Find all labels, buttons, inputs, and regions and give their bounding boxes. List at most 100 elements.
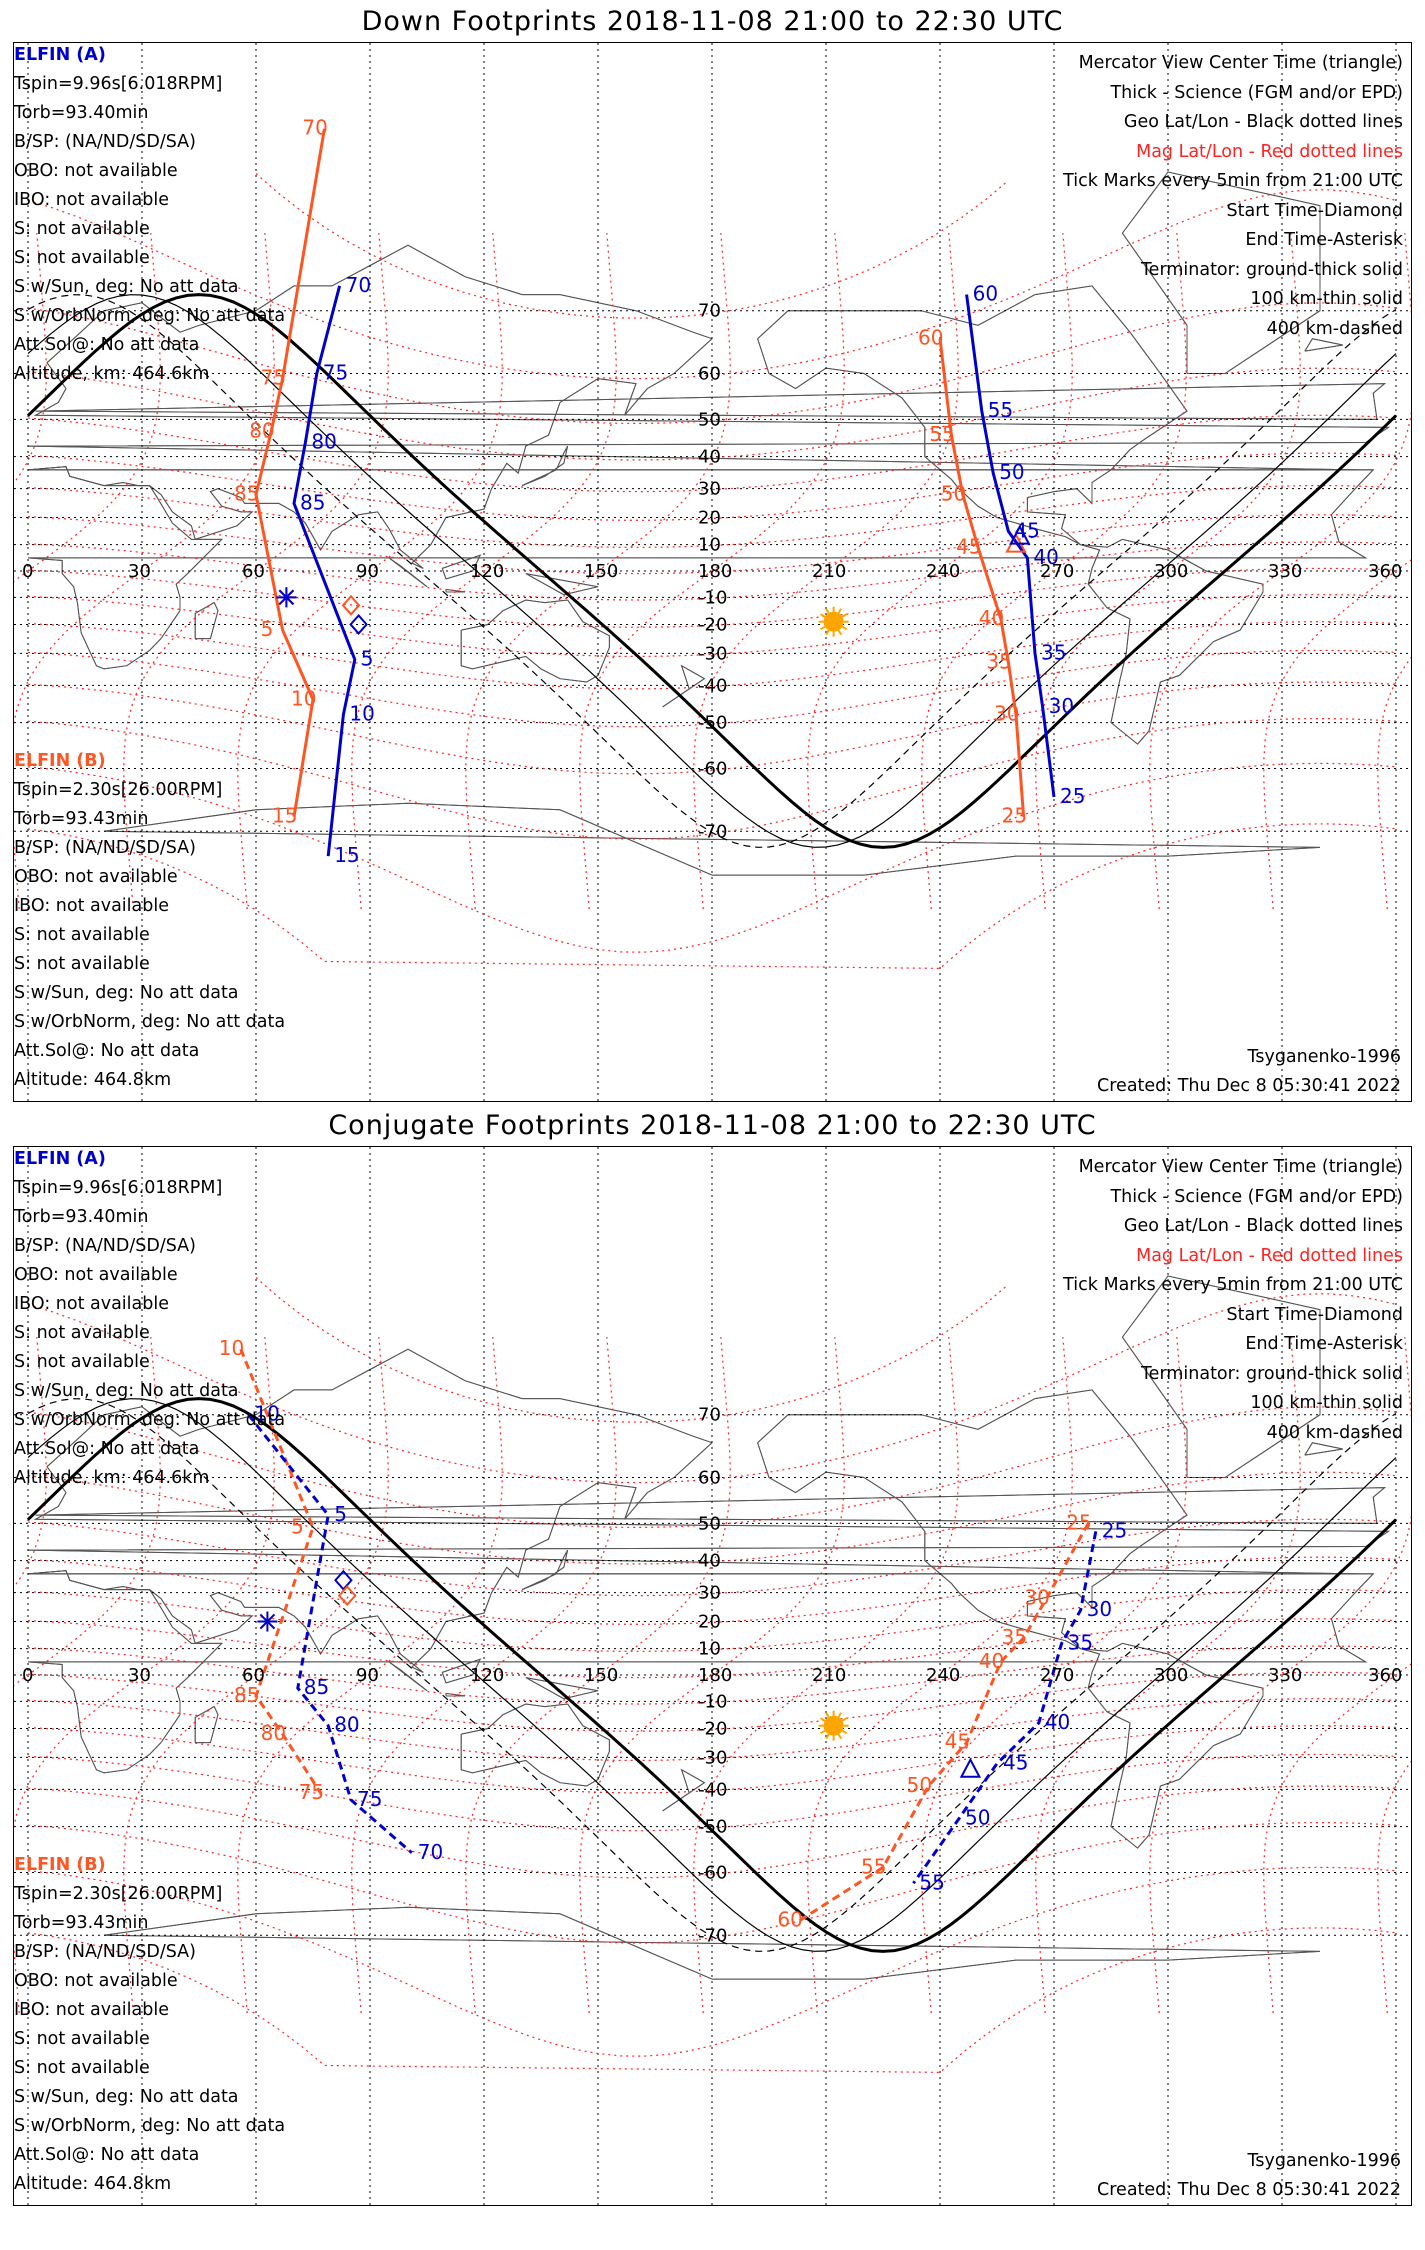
lat-tick-label: 50: [698, 1513, 721, 1534]
mag-meridian: [1149, 1337, 1411, 2013]
map-canvas: 1058580757025303540455055105858075253035…: [14, 1147, 1411, 2205]
info-line: S w/OrbNorm, deg: No att data: [14, 1410, 286, 1430]
elfin-b-tick-label: 55: [861, 1854, 886, 1878]
elfin-b-lines: Tspin=2.30s[26.00RPM] Torb=93.43min B/SP: …: [14, 776, 285, 1095]
elfin-b-tick-label: 25: [1002, 804, 1027, 828]
lon-tick-label: 180: [698, 561, 732, 582]
mag-meridian: [351, 1337, 617, 2013]
lat-tick-label: 60: [698, 1467, 721, 1488]
coastline: [525, 1677, 599, 1700]
coastline: [1121, 171, 1321, 374]
elfin-a-tick-label: 60: [973, 282, 998, 306]
info-line: IBO: not available: [14, 190, 169, 210]
track-segment: [938, 338, 1026, 817]
info-line: S w/OrbNorm, deg: No att data: [14, 1012, 286, 1032]
elfin-b-track: [254, 128, 1026, 817]
elfin-b-lines: Tspin=2.30s[26.00RPM] Torb=93.43min B/SP: …: [14, 1880, 285, 2199]
lon-tick-label: 270: [1040, 1665, 1074, 1686]
lon-tick-label: 90: [356, 1665, 379, 1686]
info-line: S: not available: [14, 925, 150, 945]
info-line: S w/Sun, deg: No att data: [14, 983, 239, 1003]
coastline: [662, 1768, 706, 1812]
lat-tick-label: -10: [698, 587, 727, 608]
legend-line: Mag Lat/Lon - Red dotted lines: [1136, 141, 1403, 162]
info-line: Att.Sol@: No att data: [14, 2145, 200, 2165]
lon-tick-label: 210: [812, 561, 846, 582]
info-line: S: not available: [14, 2029, 150, 2049]
info-line: Torb=93.43min: [14, 809, 149, 829]
mag-meridian: [14, 233, 275, 909]
elfin-a-tick-label: 35: [1068, 1630, 1093, 1654]
coastline: [460, 599, 610, 683]
info-line: S w/Sun, deg: No att data: [14, 1381, 239, 1401]
lat-tick-label: 40: [698, 447, 721, 468]
elfin-b-tick-label: 30: [994, 702, 1019, 726]
info-line: S w/Sun, deg: No att data: [14, 277, 239, 297]
elfin-b-info: ELFIN (B) Tspin=2.30s[26.00RPM] Torb=93.4…: [14, 1851, 285, 2199]
mag-meridian: [237, 233, 503, 909]
info-line: S: not available: [14, 1323, 150, 1343]
lon-tick-label: 300: [1154, 1665, 1188, 1686]
mag-meridian: [693, 233, 959, 909]
legend-line: Mercator View Center Time (triangle): [1078, 53, 1403, 73]
elfin-a-header: ELFIN (A): [14, 1149, 106, 1169]
mag-meridian: [14, 233, 161, 582]
start-diamond-b: [341, 594, 361, 616]
lat-tick-label: -30: [698, 1747, 727, 1768]
elfin-b-tick-label: 80: [261, 1721, 286, 1745]
mag-parallel: [27, 485, 1397, 548]
elfin-a-tick-label: 10: [349, 702, 374, 726]
terminator-100km: [27, 1398, 1397, 1952]
info-line: Altitude, km: 464.6km: [14, 1468, 210, 1488]
coastline: [194, 1705, 219, 1744]
legend-line: End Time-Asterisk: [1245, 230, 1403, 250]
mag-meridian: [237, 1337, 503, 2013]
map-canvas: 70 75 80 85 5 10 15 60 55 50 45 40 35 30 25 70 75 80 85 5 10…: [14, 43, 1411, 1101]
info-line: Altitude, km: 464.6km: [14, 364, 210, 384]
mag-parallel: [27, 1406, 1397, 1529]
legend-line: 400 km-dashed: [1266, 318, 1403, 339]
mag-meridian: [1149, 233, 1411, 909]
coastline: [388, 557, 428, 588]
legend-line: End Time-Asterisk: [1245, 1334, 1403, 1354]
elfin-a-tick-label: 30: [1049, 694, 1074, 718]
coastline: [662, 664, 706, 708]
elfin-a-tick-label: 55: [919, 1870, 944, 1894]
mag-parallel: [27, 1471, 1397, 1565]
info-line: S: not available: [14, 219, 150, 239]
coastline: [1304, 338, 1343, 352]
lat-tick-label: -60: [698, 1863, 727, 1884]
elfin-b-tick-label: 45: [956, 534, 981, 558]
lon-tick-label: 60: [242, 561, 265, 582]
lon-tick-label: 360: [1368, 561, 1402, 582]
mag-meridian: [1263, 559, 1411, 909]
legend-line: Tick Marks every 5min from 21:00 UTC: [1063, 171, 1403, 191]
mag-parallel: [27, 302, 1397, 425]
mag-parallel: [27, 452, 1397, 521]
lat-tick-label: 40: [698, 1551, 721, 1572]
coastline: [525, 573, 599, 596]
legend-line: 100 km-thin solid: [1250, 1393, 1403, 1413]
terminator-ground: [26, 293, 1398, 849]
conjugate-footprints-map: 10 5 85 80 75 70 25 30 35 40 45 50 55 10 5 85 80 75 25 30 35…: [13, 1146, 1412, 2206]
lon-tick-label: 60: [242, 1665, 265, 1686]
mag-parallel: [27, 514, 1397, 575]
info-line: S: not available: [14, 1352, 150, 1372]
coastline: [388, 1661, 428, 1692]
info-line: Tspin=2.30s[26.00RPM]: [14, 780, 223, 800]
elfin-b-tick-label: 25: [1066, 1510, 1091, 1534]
asterisk-stroke: [278, 589, 295, 606]
info-line: Torb=93.40min: [14, 103, 149, 123]
mag-meridian: [1263, 1663, 1411, 2013]
elfin-b-tick-label: 30: [1024, 1586, 1049, 1610]
legend-line: Start Time-Diamond: [1226, 200, 1403, 221]
center-triangle-a: [1009, 524, 1031, 545]
lon-tick-label: 300: [1154, 561, 1188, 582]
info-line: S: not available: [14, 2058, 150, 2078]
coastline: [1121, 1275, 1321, 1478]
lat-tick-label: 30: [698, 479, 721, 500]
lon-tick-label: 330: [1268, 561, 1302, 582]
info-line: Altitude: 464.8km: [14, 1070, 172, 1090]
elfin-a-header: ELFIN (A): [14, 45, 106, 65]
info-line: S: not available: [14, 954, 150, 974]
